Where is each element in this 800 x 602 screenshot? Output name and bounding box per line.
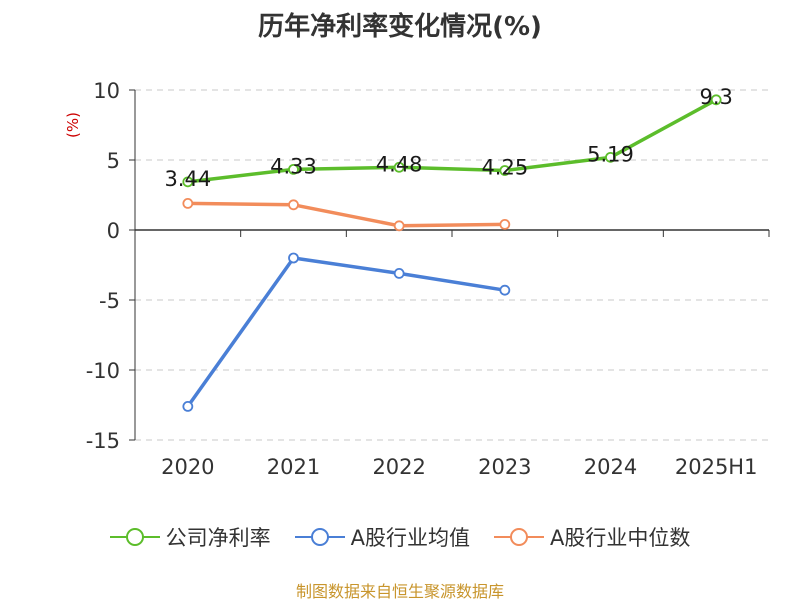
data-point[interactable] [393,161,405,173]
legend-label: 公司净利率 [165,526,271,550]
data-label: 4.33 [270,154,317,178]
y-tick-label: -10 [86,359,120,383]
data-point[interactable] [288,199,299,211]
x-tick-label: 2024 [584,455,637,479]
x-tick-label: 2025H1 [675,455,758,479]
legend-line-marker-icon [109,528,160,546]
series-line [186,256,507,409]
data-point[interactable] [499,218,511,230]
data-point[interactable] [499,284,511,296]
data-point[interactable] [710,94,722,106]
legend-label: A股行业均值 [350,526,470,550]
data-label: 4.48 [376,152,423,176]
x-tick-label: 2021 [267,455,320,479]
data-point[interactable] [605,151,616,163]
legend-line-marker-icon [494,528,544,546]
data-label-layer: 3.44 4.33 4.48 4.25 5.19 9.3 [164,85,732,191]
data-point[interactable] [288,252,299,264]
legend: 公司净利率 A股行业均值 A股行业中位数 [0,520,800,554]
data-point[interactable] [182,400,194,412]
y-tick-label: -5 [99,289,120,313]
x-tick-label: 2023 [478,455,531,479]
data-point[interactable] [499,165,511,176]
series-layer [182,94,722,412]
data-point[interactable] [288,163,299,175]
legend-item-industry-median[interactable]: A股行业中位数 [494,522,690,552]
chart-title: 历年净利率变化情况(%) [258,12,542,42]
axis-layer: 10 5 0 -5 -10 -15 2020 2021 2022 2023 2024 2025H1 (%… [64,79,770,479]
y-tick-label: 10 [93,79,120,103]
grid-layer [135,89,769,441]
data-point[interactable] [393,267,405,279]
data-point[interactable] [182,176,194,188]
data-label: 3.44 [164,167,211,191]
legend-line-marker-icon [294,528,345,546]
legend-label: A股行业中位数 [550,526,691,550]
y-tick-label: 5 [107,149,120,173]
series-line [186,201,507,228]
data-source-note: 制图数据来自恒生聚源数据库 [295,582,504,601]
y-axis-label: (%) [64,112,82,138]
legend-item-industry-mean[interactable]: A股行业均值 [294,522,470,552]
x-tick-label: 2020 [161,455,214,479]
data-point[interactable] [182,197,194,209]
y-tick-label: 0 [107,219,120,243]
data-label: 5.19 [587,142,634,166]
y-tick-label: -15 [86,429,120,453]
data-point[interactable] [393,220,405,232]
legend-item-company-net-margin[interactable]: 公司净利率 [109,522,271,552]
series-line [186,98,718,184]
x-tick-label: 2022 [372,455,425,479]
data-label: 4.25 [481,156,528,180]
data-label: 9.3 [699,85,732,109]
